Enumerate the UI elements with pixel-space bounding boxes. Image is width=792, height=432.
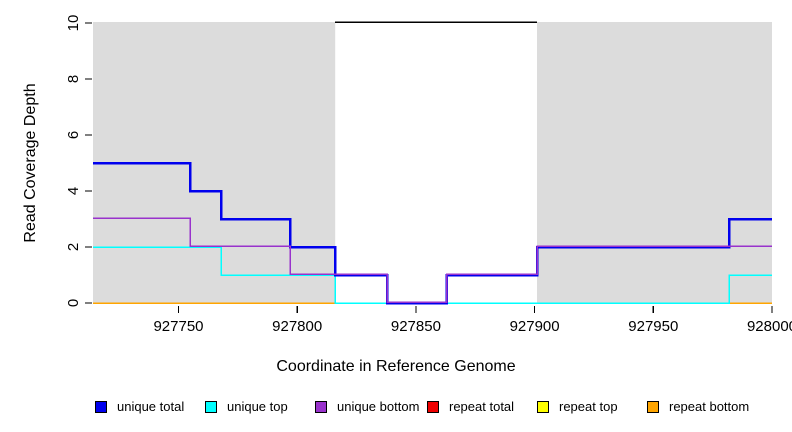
x-tick-label: 927950 (628, 318, 678, 335)
repeat-region-right (537, 22, 772, 303)
legend-swatch-repeat-top (537, 401, 549, 413)
y-tick-label: 0 (65, 299, 82, 307)
x-tick-label: 927900 (510, 318, 560, 335)
legend-swatch-repeat-bottom (647, 401, 659, 413)
legend-swatch-unique-top (205, 401, 217, 413)
x-tick-label: 927750 (153, 318, 203, 335)
y-tick-label: 4 (65, 187, 82, 195)
legend-label-repeat-total: repeat total (449, 399, 515, 414)
legend-label-unique-bottom: unique bottom (337, 399, 420, 414)
y-tick-label: 2 (65, 243, 82, 251)
legend-swatch-unique-total (95, 401, 107, 413)
legend-label-repeat-bottom: repeat bottom (669, 399, 750, 414)
y-tick-label: 6 (65, 131, 82, 139)
series-unique-total-line (93, 161, 772, 305)
legend-label-unique-top: unique top (227, 399, 288, 414)
legend-swatch-repeat-total (427, 401, 439, 413)
legend-label-repeat-top: repeat top (559, 399, 618, 414)
y-axis-label: Read Coverage Depth (22, 83, 39, 243)
legend-swatch-unique-bottom (315, 401, 327, 413)
x-axis-label: Coordinate in Reference Genome (276, 358, 516, 375)
chart-legend: unique total unique top unique bottom repea… (0, 398, 792, 420)
y-tick-label: 10 (65, 15, 82, 32)
x-tick-label: 927850 (391, 318, 441, 335)
x-tick-label: 927800 (272, 318, 322, 335)
y-tick-label: 8 (65, 75, 82, 83)
series-unique-top-line (93, 246, 772, 304)
legend-label-unique-total: unique total (117, 399, 185, 414)
series-unique-bottom-line (93, 217, 772, 303)
